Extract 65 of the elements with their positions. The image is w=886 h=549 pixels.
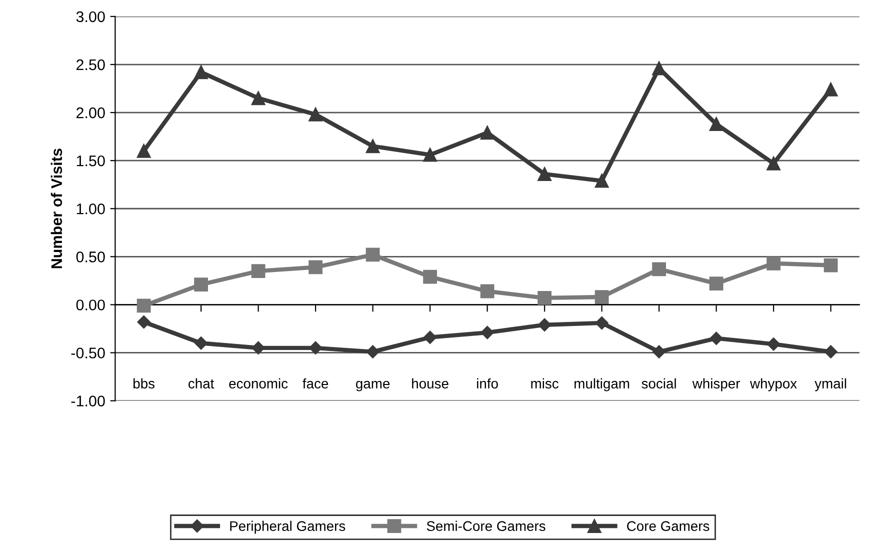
point — [423, 330, 437, 344]
point — [136, 144, 151, 158]
y-tick-label: 1.50 — [76, 155, 105, 166]
point — [251, 91, 266, 106]
x-tick-label: bbs — [134, 378, 154, 389]
y-tick-label: -1.00 — [71, 396, 105, 406]
x-tick-label: house — [412, 378, 448, 389]
x-tick-label: ymail — [814, 378, 846, 392]
point — [824, 258, 838, 272]
point — [137, 315, 150, 329]
x-tick-label: economic — [229, 378, 288, 389]
point — [709, 276, 724, 291]
point — [194, 336, 208, 350]
y-tick-label: 2.50 — [76, 59, 105, 70]
point — [366, 139, 380, 154]
x-tick-label: face — [302, 378, 328, 389]
x-tick-label: game — [356, 380, 390, 392]
point — [652, 345, 666, 358]
y-tick-label: 1.00 — [76, 203, 105, 214]
point — [652, 61, 666, 76]
point — [595, 316, 608, 330]
point — [480, 126, 494, 140]
y-tick-label: 2.00 — [76, 107, 105, 118]
point — [824, 82, 838, 96]
point — [652, 262, 666, 276]
point — [194, 65, 208, 80]
y-tick-label: 0.00 — [76, 300, 105, 310]
point — [480, 326, 494, 340]
legend-label: Core Gamers — [627, 521, 710, 532]
point — [594, 290, 609, 304]
point — [594, 174, 609, 188]
x-tick-label: whisper — [692, 378, 740, 392]
y-tick-label: 3.00 — [76, 11, 105, 22]
y-tick-label: 0.50 — [76, 252, 105, 262]
y-axis-title: Number of Visits — [50, 148, 62, 268]
point — [480, 284, 494, 298]
x-tick-label: social — [642, 378, 676, 389]
point — [423, 148, 437, 162]
point — [538, 291, 552, 305]
point — [308, 260, 322, 274]
point — [423, 270, 437, 284]
point — [366, 248, 380, 262]
point — [136, 298, 151, 313]
y-tick-label: -0.50 — [71, 348, 105, 358]
x-tick-label: whypox — [750, 378, 797, 392]
legend-label: Semi-Core Gamers — [426, 520, 546, 532]
point — [538, 167, 552, 181]
point — [194, 278, 208, 292]
point — [824, 345, 838, 358]
legend-label: Peripheral Gamers — [230, 520, 346, 534]
x-tick-label: info — [477, 378, 498, 389]
point — [766, 156, 780, 170]
point — [766, 256, 780, 270]
point — [709, 117, 724, 132]
point — [251, 264, 266, 278]
point — [366, 345, 380, 358]
x-tick-label: misc — [531, 378, 558, 389]
point — [252, 341, 265, 355]
point — [308, 108, 322, 122]
point — [538, 318, 552, 332]
x-tick-label: multigam — [574, 378, 630, 392]
x-tick-label: chat — [188, 378, 214, 389]
point — [308, 341, 322, 355]
point — [710, 332, 723, 345]
point — [766, 338, 780, 351]
